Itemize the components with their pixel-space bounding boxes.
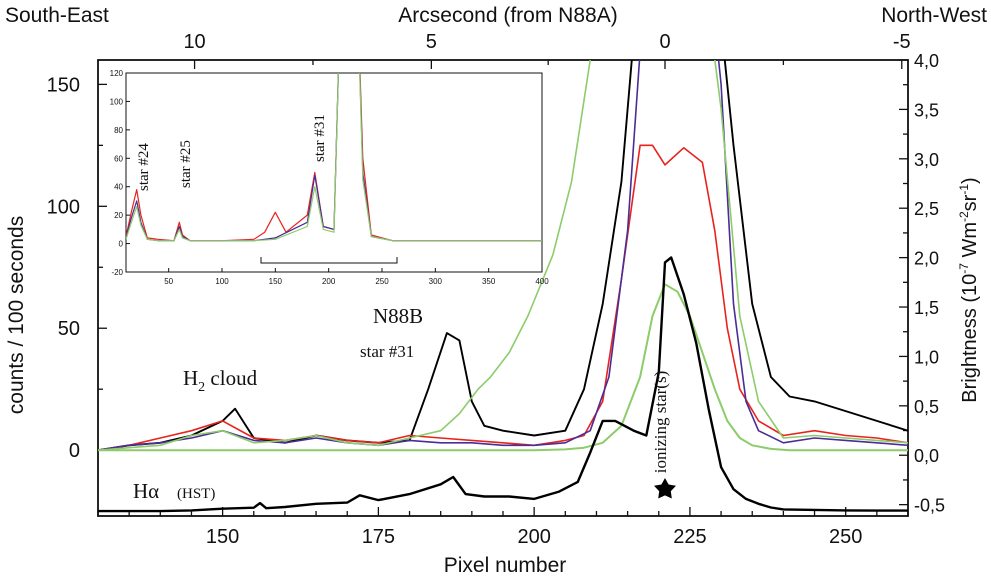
x-tick-label: 225 xyxy=(673,526,706,548)
x-tick-label: 175 xyxy=(362,526,395,548)
right-y-axis-label-mid2: sr xyxy=(959,194,981,211)
right-y-tick-label: -0,5 xyxy=(914,496,945,516)
inset-y-tick-label: 60 xyxy=(114,154,123,163)
h2-cloud-annotation: H2 cloud xyxy=(183,366,258,395)
right-y-axis-label-mid: Wm xyxy=(959,222,981,263)
top-tick-label: -5 xyxy=(893,31,911,53)
inset-y-tick-label: 120 xyxy=(110,69,124,78)
inset-range-bracket xyxy=(260,257,398,264)
left-y-axis-ticks: 0 50 100 150 xyxy=(47,74,107,512)
halpha-annotation: Hα xyxy=(133,479,159,503)
h2-cloud-subscript: 2 xyxy=(198,380,205,395)
right-y-axis-label-end: ) xyxy=(959,177,981,184)
right-y-tick-label: 0,5 xyxy=(914,397,939,417)
right-y-tick-label: 2,0 xyxy=(914,249,939,269)
top-axis-ticks: 10 5 0 -5 xyxy=(183,31,911,69)
right-y-tick-label: 4,0 xyxy=(914,51,939,71)
inset-x-tick-label: 300 xyxy=(429,277,443,286)
right-y-tick-label: 1,0 xyxy=(914,347,939,367)
n88b-annotation: N88B xyxy=(373,304,423,328)
main-series-group xyxy=(98,60,908,513)
inset-x-tick-label: 200 xyxy=(322,277,336,286)
main-series-line-1 xyxy=(98,60,908,452)
h2-cloud-text: cloud xyxy=(205,366,257,390)
hst-annotation: (HST) xyxy=(177,486,215,502)
main-series-line-2 xyxy=(98,144,908,451)
top-tick-label: 0 xyxy=(659,31,670,53)
inset-y-tick-label: -20 xyxy=(111,268,123,277)
star-icon xyxy=(654,478,676,499)
inset-y-tick-label: 40 xyxy=(114,183,123,192)
inset-star24-label: star #24 xyxy=(136,143,152,191)
top-tick-label: 10 xyxy=(183,31,205,53)
inset-series-group xyxy=(126,73,542,242)
inset-plot-frame xyxy=(125,72,543,273)
h2-cloud-h: H xyxy=(183,366,198,390)
x-tick-label: 250 xyxy=(829,526,862,548)
right-y-axis-ticks: -0,5 0,0 0,5 1,0 1,5 2,0 2,5 3,0 3,5 4,0 xyxy=(899,51,945,516)
x-tick-label: 200 xyxy=(517,526,550,548)
top-right-label: North-West xyxy=(881,4,987,27)
left-y-tick-label: 50 xyxy=(58,318,80,340)
ionizing-star-annotation: ionizing star(s) xyxy=(651,371,670,473)
left-y-axis-label: counts / 100 seconds xyxy=(5,216,28,414)
top-tick-label: 5 xyxy=(426,31,437,53)
left-y-tick-label: 0 xyxy=(69,440,80,462)
inset-y-tick-label: 100 xyxy=(110,97,124,106)
right-y-tick-label: 3,0 xyxy=(914,150,939,170)
main-series-line-4 xyxy=(98,60,908,451)
inset-x-tick-label: 400 xyxy=(535,277,549,286)
right-y-axis-label-sup2: -2 xyxy=(957,211,971,222)
top-axis-label: Arcsecond (from N88A) xyxy=(398,4,617,27)
inset-y-tick-label: 0 xyxy=(119,240,124,249)
top-left-label: South-East xyxy=(5,4,109,27)
inset-axis-ticks: 50 100 150 200 250 300 350 400 -20 0 20 40 60 80 100 12… xyxy=(110,69,550,286)
main-series-line-6 xyxy=(98,256,908,513)
inset-x-tick-label: 50 xyxy=(164,277,173,286)
right-y-axis-label: Brightness (10-7 Wm-2sr-1) xyxy=(957,177,981,402)
x-axis-label: Pixel number xyxy=(444,554,567,577)
left-y-tick-label: 100 xyxy=(47,196,80,218)
inset-background xyxy=(126,73,542,272)
left-y-tick-label: 150 xyxy=(47,74,80,96)
inset-x-tick-label: 350 xyxy=(482,277,496,286)
x-tick-label: 150 xyxy=(206,526,239,548)
inset-y-tick-label: 20 xyxy=(114,211,123,220)
right-y-axis-label-main: Brightness (10 xyxy=(959,274,981,403)
main-series-line-5 xyxy=(98,283,908,452)
right-y-axis-label-sup3: -1 xyxy=(957,184,971,195)
star31-annotation: star #31 xyxy=(360,342,414,361)
right-y-tick-label: 1,5 xyxy=(914,298,939,318)
right-y-tick-label: 3,5 xyxy=(914,100,939,120)
right-y-tick-label: 2,5 xyxy=(914,199,939,219)
right-y-tick-label: 0,0 xyxy=(914,446,939,466)
inset-star25-label: star #25 xyxy=(178,140,194,188)
right-y-axis-label-sup1: -7 xyxy=(957,263,971,274)
inset-star31-label: star #31 xyxy=(312,114,328,162)
inset-x-tick-label: 100 xyxy=(215,277,229,286)
inset-series-line-3 xyxy=(126,73,542,242)
inset-y-tick-label: 80 xyxy=(114,126,123,135)
x-axis-ticks: 150 175 200 225 250 xyxy=(97,507,909,548)
inset-x-tick-label: 250 xyxy=(375,277,389,286)
inset-x-tick-label: 150 xyxy=(269,277,283,286)
